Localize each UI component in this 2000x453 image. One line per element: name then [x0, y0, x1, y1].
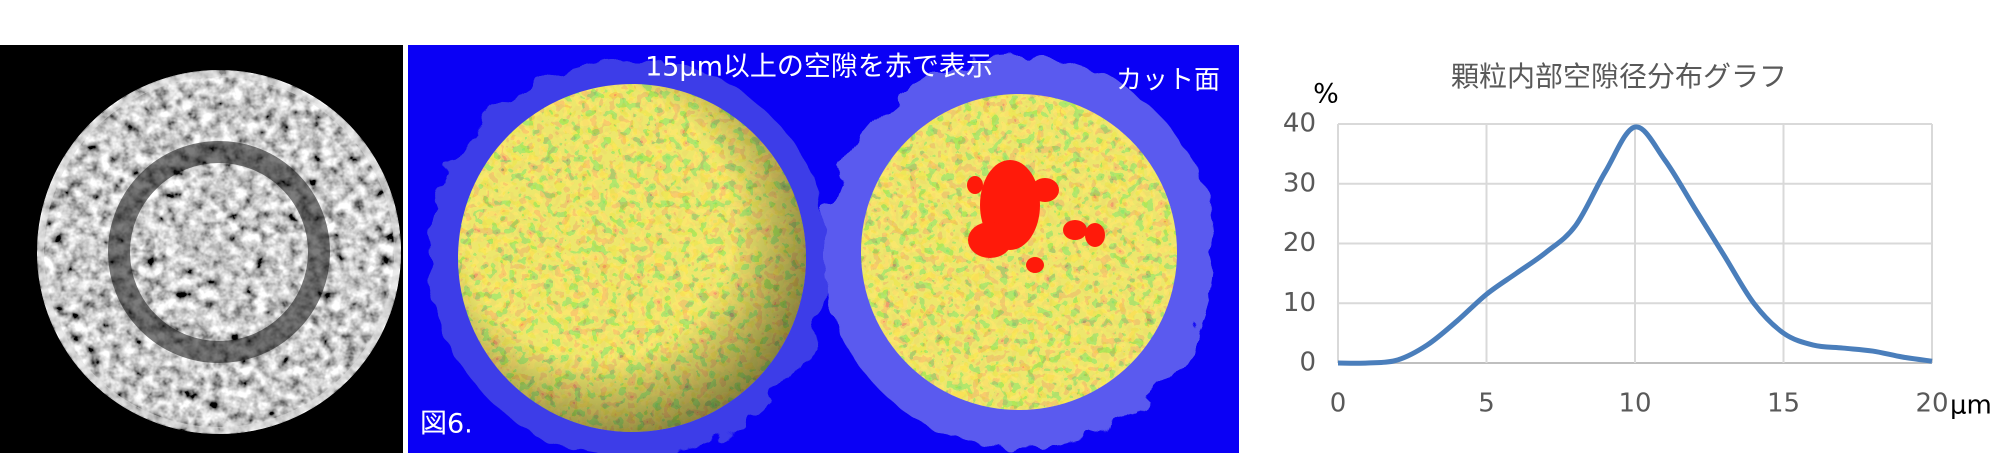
cut-label: カット面 — [1116, 66, 1220, 96]
y-tick-label: 10 — [1283, 288, 1316, 318]
y-tick-label: 20 — [1283, 228, 1316, 258]
ct-rim — [38, 71, 400, 433]
x-tick-label: 0 — [1330, 389, 1347, 419]
sphere-left-shade — [458, 84, 806, 432]
y-axis-label: % — [1313, 79, 1339, 110]
x-axis-label: μm — [1950, 391, 1992, 421]
y-tick-label: 40 — [1283, 109, 1316, 139]
x-tick-label: 5 — [1478, 389, 1495, 419]
y-tick-label: 0 — [1299, 348, 1316, 378]
figure-label: 図6. — [420, 409, 473, 440]
y-tick-label: 30 — [1283, 168, 1316, 198]
render-caption: 15μm以上の空隙を赤で表示 — [645, 52, 993, 83]
red-pores — [967, 160, 1105, 273]
x-tick-label: 10 — [1618, 389, 1651, 419]
ct-ring — [108, 141, 330, 363]
data-line — [1337, 124, 1933, 366]
x-tick-label: 15 — [1767, 389, 1800, 419]
ct-particle — [37, 70, 401, 434]
sphere-right — [861, 94, 1177, 410]
chart-title: 顆粒内部空隙径分布グラフ — [1451, 60, 1787, 93]
x-tick-label: 20 — [1915, 389, 1948, 419]
